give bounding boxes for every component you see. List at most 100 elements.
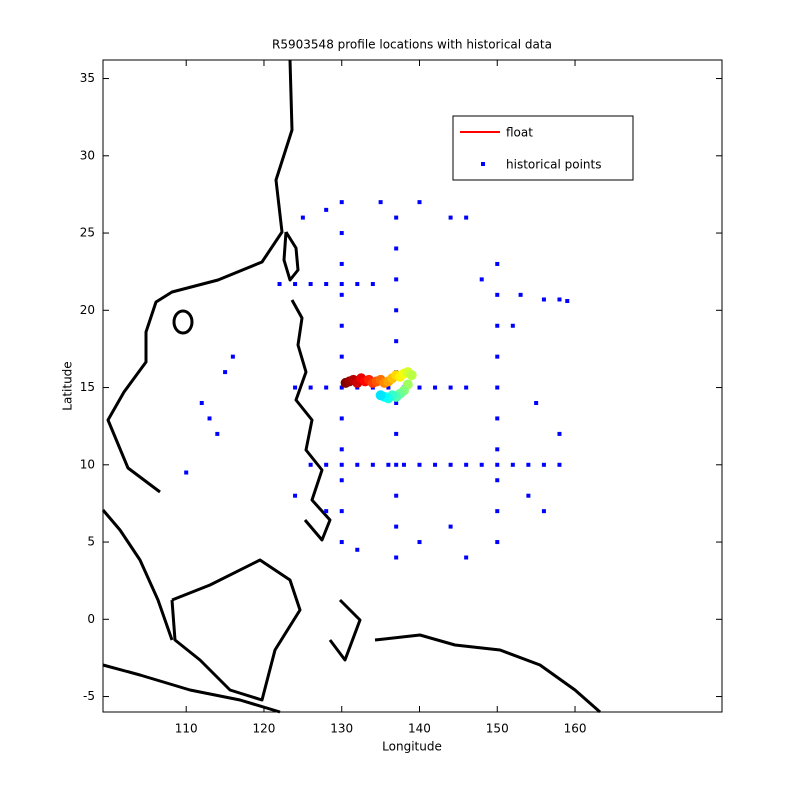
historical-point: [394, 400, 399, 405]
historical-point: [339, 200, 344, 205]
historical-point: [495, 509, 500, 514]
historical-point: [464, 555, 469, 560]
historical-point: [495, 447, 500, 452]
y-tick-label: 20: [80, 303, 95, 317]
coastline: [102, 663, 281, 714]
historical-point: [479, 277, 484, 282]
float-point: [406, 370, 417, 381]
historical-point: [394, 308, 399, 313]
historical-point: [510, 323, 515, 328]
y-tick-label: 15: [80, 380, 95, 394]
historical-point: [495, 323, 500, 328]
historical-point: [495, 261, 500, 266]
historical-point: [308, 282, 313, 287]
legend-marker: [481, 162, 485, 166]
historical-point: [464, 215, 469, 220]
historical-point: [448, 385, 453, 390]
coastline: [101, 509, 174, 641]
historical-point: [370, 462, 375, 467]
historical-point: [386, 385, 391, 390]
historical-point: [324, 282, 329, 287]
historical-point: [448, 215, 453, 220]
historical-point: [324, 462, 329, 467]
historical-point: [394, 246, 399, 251]
historical-point: [448, 524, 453, 529]
historical-point: [541, 509, 546, 514]
coastline: [172, 309, 194, 335]
historical-point: [339, 478, 344, 483]
historical-point: [308, 462, 313, 467]
y-tick-label: 35: [80, 71, 95, 85]
historical-point: [370, 282, 375, 287]
historical-point: [293, 385, 298, 390]
x-tick-label: 110: [175, 722, 198, 736]
historical-point: [207, 416, 212, 421]
historical-point: [394, 277, 399, 282]
historical-point: [541, 462, 546, 467]
historical-point: [394, 462, 399, 467]
historical-point: [378, 200, 383, 205]
historical-point: [394, 215, 399, 220]
historical-point: [339, 231, 344, 236]
historical-point: [495, 478, 500, 483]
historical-point: [557, 431, 562, 436]
historical-point: [557, 462, 562, 467]
historical-point: [184, 470, 189, 475]
chart-title: R5903548 profile locations with historic…: [272, 38, 552, 52]
historical-point: [495, 385, 500, 390]
historical-point: [394, 493, 399, 498]
x-tick-label: 160: [564, 722, 587, 736]
historical-point: [464, 462, 469, 467]
historical-point: [417, 200, 422, 205]
historical-point: [339, 447, 344, 452]
historical-point: [518, 292, 523, 297]
historical-point: [495, 292, 500, 297]
historical-point: [324, 385, 329, 390]
y-tick-label: 10: [80, 457, 95, 471]
legend-label: historical points: [506, 158, 601, 172]
historical-point: [526, 493, 531, 498]
historical-point: [394, 524, 399, 529]
historical-point: [230, 354, 235, 359]
historical-point: [386, 462, 391, 467]
coastline: [328, 598, 362, 662]
historical-point: [293, 282, 298, 287]
historical-point: [541, 297, 546, 302]
historical-point: [339, 462, 344, 467]
historical-point: [394, 555, 399, 560]
x-tick-label: 130: [330, 722, 353, 736]
historical-point: [223, 370, 228, 375]
legend: float historical points: [452, 115, 634, 181]
historical-point: [401, 462, 406, 467]
historical-point: [479, 462, 484, 467]
historical-point: [394, 431, 399, 436]
coastlines: [101, 59, 601, 714]
historical-point: [495, 540, 500, 545]
historical-point: [339, 540, 344, 545]
historical-point: [215, 431, 220, 436]
historical-point: [557, 297, 562, 302]
y-tick-label: 30: [80, 148, 95, 162]
y-tick-label: 25: [80, 226, 95, 240]
historical-point: [293, 493, 298, 498]
historical-point: [495, 354, 500, 359]
plot-area: [184, 200, 570, 560]
coastline: [106, 59, 294, 494]
historical-point: [510, 462, 515, 467]
y-tick-label: 5: [87, 535, 95, 549]
x-tick-label: 140: [408, 722, 431, 736]
x-axis-label: Longitude: [382, 740, 442, 754]
historical-point: [417, 462, 422, 467]
historical-point: [324, 207, 329, 212]
historical-point: [355, 282, 360, 287]
historical-point: [339, 354, 344, 359]
historical-point: [339, 261, 344, 266]
coastline: [374, 633, 601, 714]
historical-point: [339, 282, 344, 287]
historical-point: [324, 509, 329, 514]
historical-point: [355, 462, 360, 467]
historical-point: [339, 385, 344, 390]
coastline: [170, 558, 302, 702]
x-tick-label: 120: [253, 722, 276, 736]
